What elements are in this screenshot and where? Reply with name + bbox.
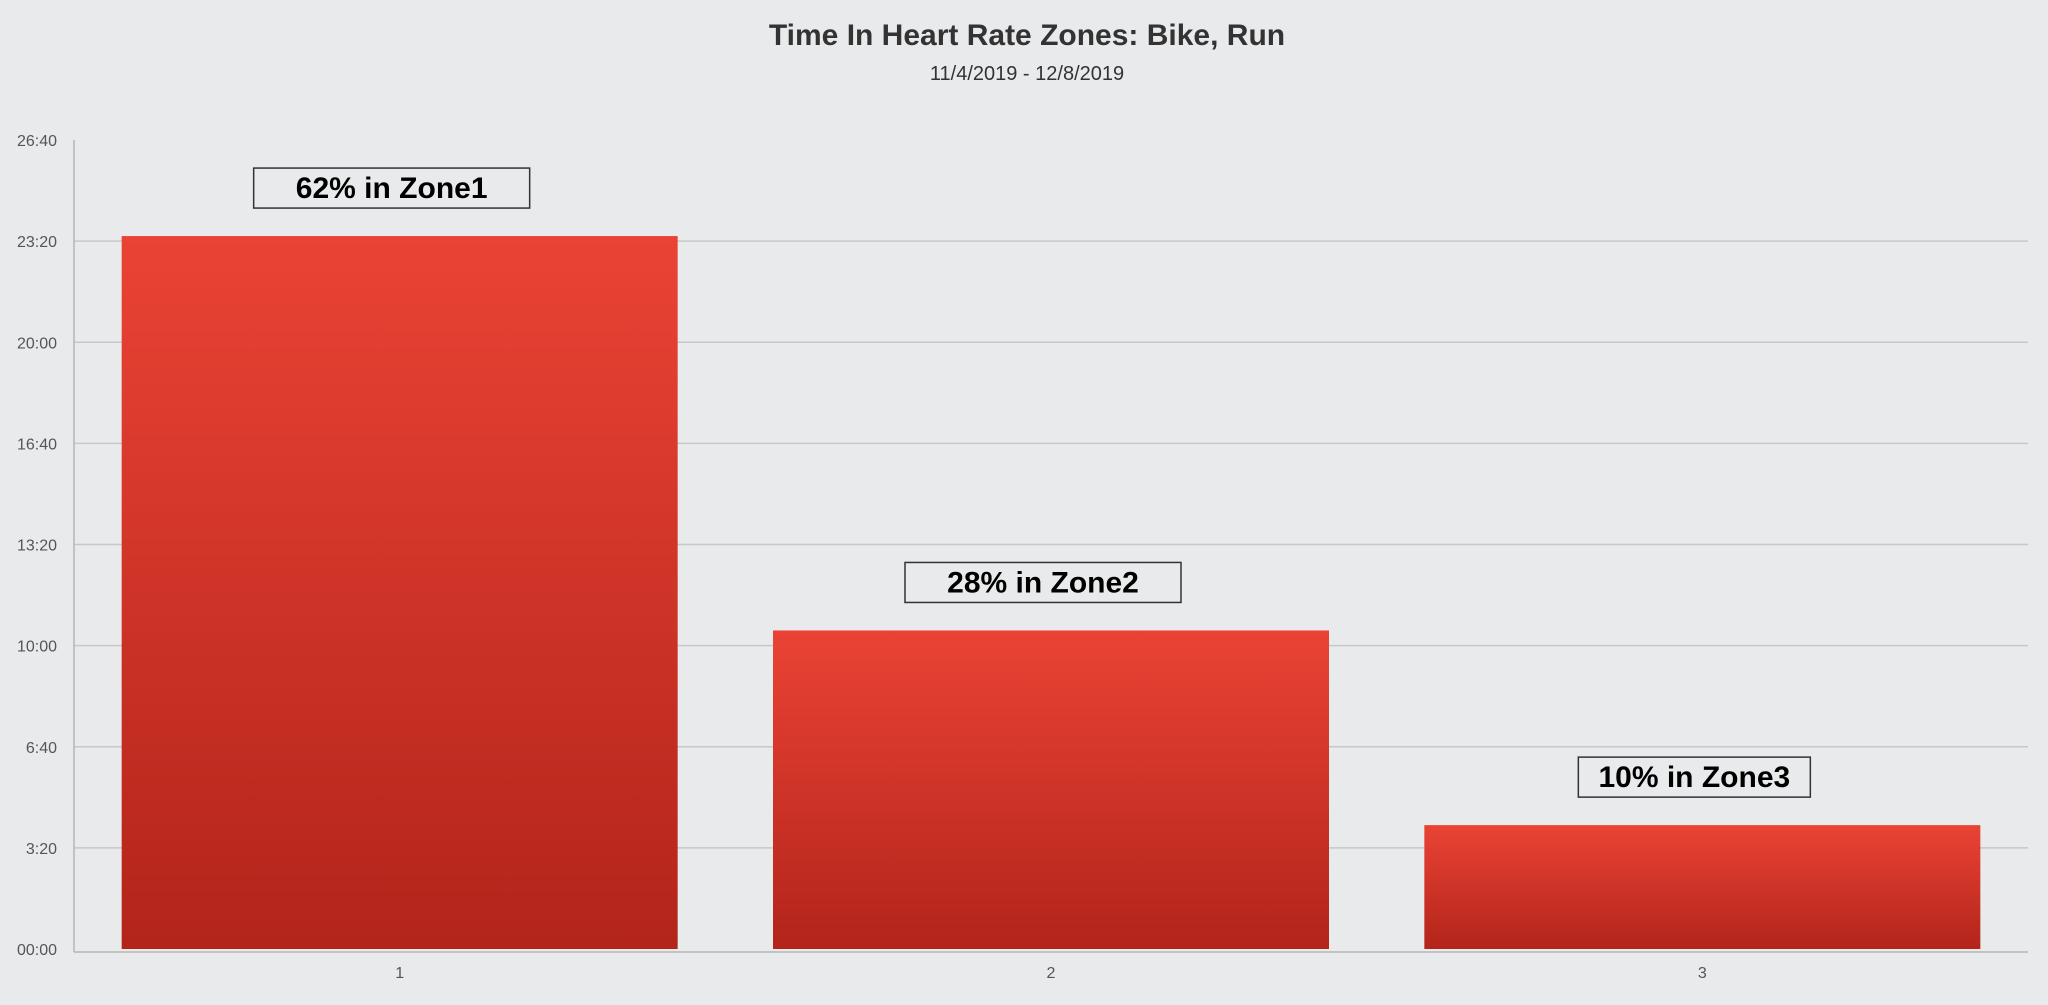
y-tick-label: 16:40 (17, 436, 57, 453)
y-tick-label: 10:00 (17, 639, 57, 656)
y-tick-label: 26:40 (17, 133, 57, 150)
y-tick-label: 20:00 (17, 335, 57, 352)
annotation-label: 10% in Zone3 (1598, 761, 1790, 794)
y-tick-label: 3:20 (26, 841, 57, 858)
x-tick-label: 3 (1698, 965, 1707, 982)
x-tick-label: 2 (1047, 965, 1056, 982)
annotation-label: 28% in Zone2 (947, 566, 1139, 599)
chart-title: Time In Heart Rate Zones: Bike, Run (769, 19, 1285, 52)
y-tick-label: 6:40 (26, 740, 57, 757)
annotation-box (904, 561, 1182, 604)
annotation-label: 62% in Zone1 (296, 172, 488, 205)
y-tick-label: 13:20 (17, 538, 57, 555)
chart-subtitle: 11/4/2019 - 12/8/2019 (930, 63, 1124, 85)
x-tick-label: 1 (395, 965, 404, 982)
bars (121, 236, 1981, 950)
bar-zone-2 (773, 630, 1329, 949)
annotation-box (252, 167, 531, 209)
y-axis-ticks: 00:00 3:20 6:40 10:00 13:20 16:40 20:00 23:20 26… (17, 133, 57, 959)
annotations: 62% in Zone1 28% in Zone2 10% in Zone3 (252, 167, 1812, 798)
x-axis-ticks: 1 2 3 (395, 965, 1707, 982)
y-tick-label: 23:20 (17, 234, 57, 251)
bar-zone-3 (1424, 825, 1981, 949)
y-tick-label: 00:00 (17, 942, 57, 959)
annotation-box (1577, 756, 1812, 798)
bar-zone-1 (121, 236, 678, 950)
